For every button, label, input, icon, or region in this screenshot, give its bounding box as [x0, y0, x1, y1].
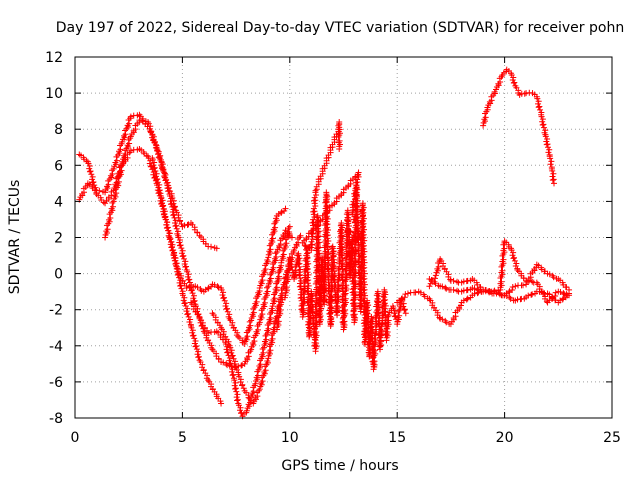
series-track-b [76, 117, 220, 252]
y-tick-label: -8 [49, 411, 63, 427]
x-tick-label: 20 [496, 430, 514, 446]
series-track-d [149, 155, 289, 347]
x-tick-label: 5 [178, 430, 187, 446]
series-marker-path [299, 118, 364, 254]
y-tick-label: 4 [54, 194, 63, 210]
series-track-a [76, 111, 295, 371]
y-tick-label: 10 [45, 86, 63, 102]
series-track-i [426, 276, 573, 306]
series-marker-path [76, 117, 220, 252]
y-tick-label: -6 [49, 375, 63, 391]
y-tick-label: 6 [54, 158, 63, 174]
data-series [76, 66, 573, 420]
y-tick-label: -2 [49, 303, 63, 319]
series-scatter-noon [273, 182, 409, 373]
series-marker-path [102, 146, 225, 407]
y-tick-label: 12 [45, 50, 63, 66]
axis-ticks: 0 5 10 15 20 25 -8 -6 -4 -2 0 2 4 6 8 10 12 [45, 50, 621, 446]
series-marker-path [76, 111, 295, 371]
x-tick-label: 25 [603, 430, 621, 446]
series-marker-path [426, 276, 573, 306]
y-axis-label: SDTVAR / TECUs [7, 180, 23, 295]
y-tick-label: 8 [54, 122, 63, 138]
series-track-f [187, 223, 293, 420]
y-tick-label: 2 [54, 231, 63, 247]
series-scatter-outliers [299, 118, 364, 254]
x-tick-label: 10 [281, 430, 299, 446]
series-track-j [480, 66, 558, 187]
series-marker-path [273, 182, 409, 373]
chart-title: Day 197 of 2022, Sidereal Day-to-day VTE… [56, 20, 624, 36]
y-tick-label: 0 [54, 267, 63, 283]
grid-lines [75, 57, 612, 418]
series-track-c [102, 146, 225, 407]
series-marker-path [187, 223, 293, 420]
y-tick-label: -4 [49, 339, 63, 355]
x-tick-label: 0 [71, 430, 80, 446]
x-tick-label: 15 [388, 430, 406, 446]
series-marker-path [149, 155, 289, 347]
x-axis-label: GPS time / hours [281, 458, 398, 474]
series-marker-path [480, 66, 558, 187]
